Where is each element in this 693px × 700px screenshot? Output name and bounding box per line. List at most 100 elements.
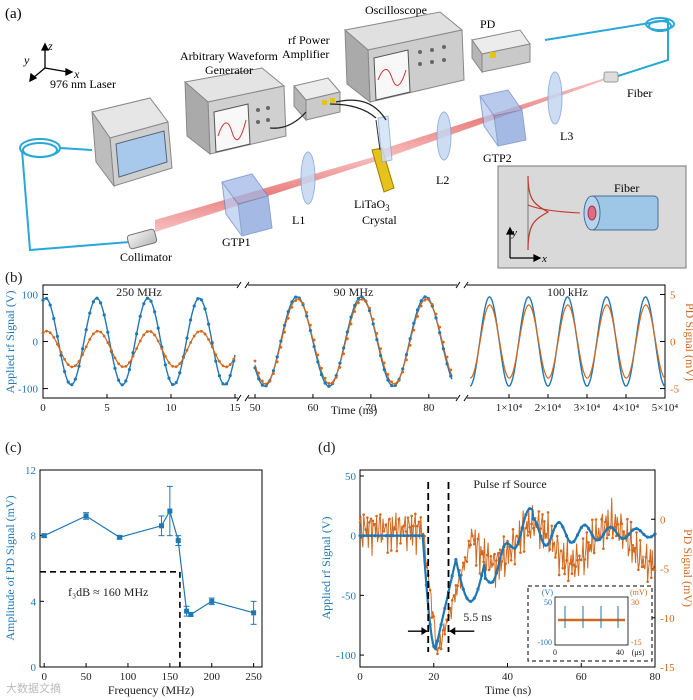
panel-b-xlabel: Time (ns) (331, 403, 378, 417)
rf-point (401, 367, 405, 371)
rf-point (609, 525, 613, 529)
x-tick-label: 4×10⁴ (613, 402, 640, 414)
rf-point (149, 299, 153, 303)
pd-point (214, 353, 218, 357)
pd-point (487, 568, 491, 572)
rf-point (124, 379, 128, 383)
pd-point (275, 360, 279, 364)
pd-point (207, 338, 211, 341)
rf-point (88, 311, 92, 315)
right-tick-label: -10 (660, 613, 675, 625)
rf-point (402, 534, 406, 538)
pd-point (568, 562, 572, 565)
pd-point (611, 536, 614, 540)
pd-point (88, 338, 92, 341)
rf-point (505, 541, 510, 545)
rf-point (77, 364, 81, 368)
pd-point (52, 335, 56, 339)
pd-device (471, 29, 531, 74)
rf-signal-line (254, 296, 453, 387)
pd-point (653, 569, 657, 572)
pd-point (404, 530, 408, 533)
pd-point (84, 345, 88, 349)
pd-point (408, 343, 412, 347)
rf-point (587, 527, 591, 531)
rf-point (117, 378, 121, 382)
pd-point (320, 366, 323, 370)
rf-point (371, 322, 375, 326)
rf-point (225, 382, 229, 386)
pd-point (430, 616, 434, 619)
rf-point (375, 338, 379, 342)
pd-point (445, 355, 449, 359)
axis-break-mark (463, 394, 469, 402)
pulse-width-annotation: 5.5 ns (463, 610, 492, 624)
pd-point (605, 536, 609, 540)
pd-point (110, 348, 113, 352)
rf-point (66, 380, 70, 384)
pd-point (412, 328, 416, 332)
pd-point (70, 365, 74, 369)
pd-point (574, 565, 578, 568)
pd-point (138, 339, 142, 343)
axis-break (457, 282, 467, 288)
rf-point (406, 534, 410, 538)
right-tick-label: -15 (660, 662, 675, 674)
right-tick-label: 0 (670, 337, 676, 349)
rf-point (620, 536, 624, 540)
pd-point (353, 310, 357, 313)
pd-point (423, 298, 427, 302)
rf-point (461, 587, 465, 591)
pd-point (620, 522, 624, 525)
pd-point (260, 379, 264, 383)
laser-label: 976 nm Laser (50, 77, 116, 91)
rf-point (171, 382, 175, 387)
rf-point (616, 533, 620, 537)
pd-point (375, 332, 379, 335)
fiber-coil-left (19, 138, 131, 252)
pd-point (362, 513, 365, 516)
pd-point (59, 350, 63, 354)
l1-label: L1 (292, 213, 305, 227)
amp-label: rf Power Amplifier (282, 33, 330, 61)
f3db-dashed-line (40, 570, 181, 667)
x-tick-label: 5×10⁴ (652, 402, 679, 414)
pd-point (406, 516, 410, 519)
pd-point (146, 330, 149, 333)
inset-right-bottom: -15 (631, 638, 642, 647)
amplifier-device (293, 77, 341, 122)
pd-point (622, 530, 625, 533)
rf-cables (269, 99, 387, 129)
panel-c-xlabel: Frequency (MHz) (108, 683, 194, 697)
panel-d-ylabel-left: Applied rf Signal (V) (319, 517, 333, 620)
pd-point (48, 331, 52, 335)
pd-point (124, 364, 128, 368)
pd-point (408, 525, 412, 529)
rf-point (323, 381, 327, 385)
pd-point (443, 632, 447, 636)
right-tick-label: 5 (670, 289, 676, 301)
x-tick-label: 70 (365, 402, 377, 414)
rf-point (367, 309, 372, 313)
x-tick-label: 80 (423, 402, 435, 414)
rf-point (365, 534, 369, 538)
pd-point (397, 379, 401, 382)
pd-point (583, 558, 587, 561)
rf-point (605, 527, 609, 531)
rf-point (113, 366, 117, 370)
pd-point (182, 356, 185, 360)
rf-point (156, 326, 160, 330)
rf-point (253, 366, 257, 370)
laser-device (91, 97, 173, 188)
pd-point (283, 330, 286, 334)
pd-point (589, 543, 592, 547)
pd-point (526, 534, 530, 537)
pd-point (445, 618, 448, 621)
x-tick-label: 10 (166, 402, 178, 414)
pd-point (607, 533, 611, 537)
amplitude-point (209, 598, 215, 604)
pd-point (594, 518, 598, 521)
pd-point (405, 358, 408, 362)
rf-point (469, 599, 473, 603)
pd-point (544, 532, 548, 536)
